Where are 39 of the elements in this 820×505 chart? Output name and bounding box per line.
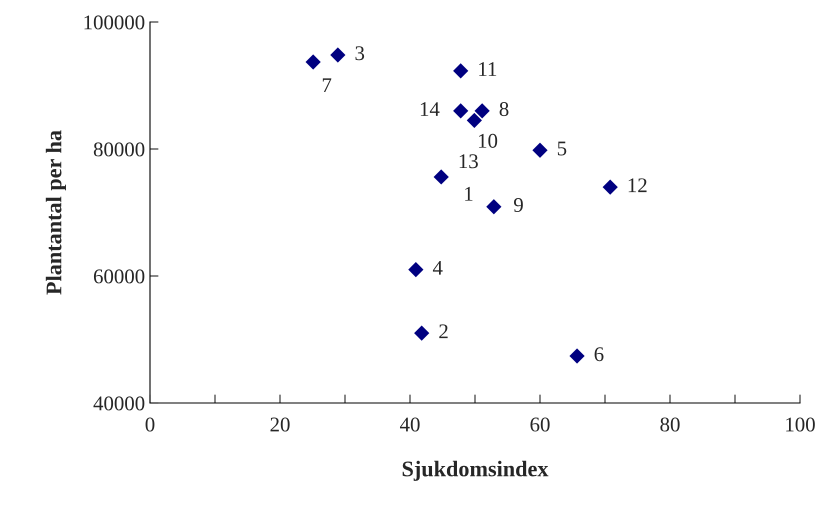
annotation: 6 <box>594 347 604 362</box>
point <box>330 47 346 63</box>
point <box>453 63 468 78</box>
point <box>474 103 490 119</box>
annotation: 4 <box>432 260 443 275</box>
y-axis-title: Plantantal per ha <box>46 130 66 295</box>
annotation: 10 <box>478 134 498 148</box>
annotation: 5 <box>558 142 566 156</box>
annotation: 1 <box>465 186 472 201</box>
point <box>602 179 618 195</box>
y-tick-label: 100000 <box>84 15 144 30</box>
y-tick-label: 80000 <box>94 142 144 156</box>
annotation: 8 <box>500 102 508 116</box>
x-tick-label: 80 <box>660 417 680 432</box>
x-tick-label: 20 <box>270 417 290 432</box>
annotation: 2 <box>439 324 448 338</box>
x-tick-label: 40 <box>400 417 420 432</box>
point <box>486 199 502 214</box>
annotation: 11 <box>479 62 496 76</box>
point <box>408 262 424 278</box>
point <box>434 169 449 185</box>
point <box>466 112 482 128</box>
annotation: 3 <box>356 46 364 60</box>
annotation: 9 <box>514 198 523 212</box>
x-tick-label: 100 <box>786 417 815 432</box>
y-tick-label: 60000 <box>94 269 144 284</box>
point <box>306 54 321 70</box>
annotation: 12 <box>628 178 647 192</box>
annotation: 14 <box>420 102 440 116</box>
point <box>414 326 430 341</box>
y-tick-label: 40000 <box>93 396 144 410</box>
point <box>453 103 468 119</box>
annotation: 7 <box>322 78 332 92</box>
x-tick-label: 60 <box>530 417 550 432</box>
x-axis-title: Sjukdomsindex <box>402 460 548 481</box>
annotation: 13 <box>460 154 478 168</box>
point <box>569 348 585 364</box>
x-tick-label: 0 <box>146 417 154 432</box>
point <box>532 142 548 158</box>
